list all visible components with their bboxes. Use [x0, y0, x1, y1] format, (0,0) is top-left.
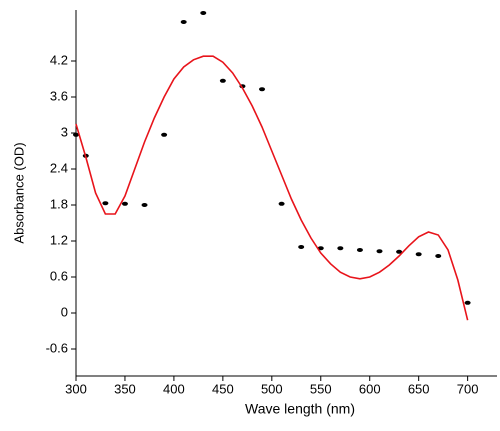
- y-axis-label: Absorbance (OD): [11, 142, 26, 243]
- x-tick-label: 550: [310, 381, 332, 396]
- data-point: [298, 245, 305, 249]
- y-tick-label: 0: [61, 304, 68, 319]
- data-point: [121, 201, 128, 206]
- y-tick-label: -0.6: [46, 340, 68, 355]
- x-tick-label: 500: [261, 381, 283, 396]
- data-point: [435, 254, 442, 258]
- y-tick-label: 1.2: [50, 232, 68, 247]
- data-point: [259, 87, 266, 92]
- x-tick-label: 300: [65, 381, 87, 396]
- data-point: [180, 20, 187, 24]
- data-point: [278, 201, 285, 206]
- x-tick-label: 350: [114, 381, 136, 396]
- x-tick-label: 650: [408, 381, 430, 396]
- y-tick-label: 2.4: [50, 160, 68, 175]
- fit-line: [75, 55, 469, 321]
- data-point: [396, 249, 403, 254]
- data-point: [356, 248, 363, 252]
- x-tick-label: 400: [163, 381, 185, 396]
- x-tick-label: 450: [212, 381, 234, 396]
- data-point: [415, 252, 422, 257]
- data-point: [219, 78, 226, 83]
- y-tick-label: 3.6: [50, 88, 68, 103]
- x-tick-label: 600: [359, 381, 381, 396]
- data-point: [73, 132, 79, 137]
- data-point: [141, 203, 148, 207]
- data-point: [317, 246, 324, 251]
- data-point: [161, 132, 168, 137]
- data-point: [337, 246, 344, 251]
- x-axis-label: Wave length (nm): [245, 401, 355, 417]
- y-tick-label: 1.8: [50, 196, 68, 211]
- y-tick-label: 0.6: [50, 268, 68, 283]
- x-tick-label: 700: [457, 381, 479, 396]
- data-point: [376, 249, 383, 254]
- data-point: [200, 11, 207, 15]
- y-tick-label: 4.2: [50, 52, 68, 67]
- y-tick-label: 3: [61, 124, 68, 139]
- data-point: [102, 201, 109, 206]
- data-point: [464, 300, 471, 305]
